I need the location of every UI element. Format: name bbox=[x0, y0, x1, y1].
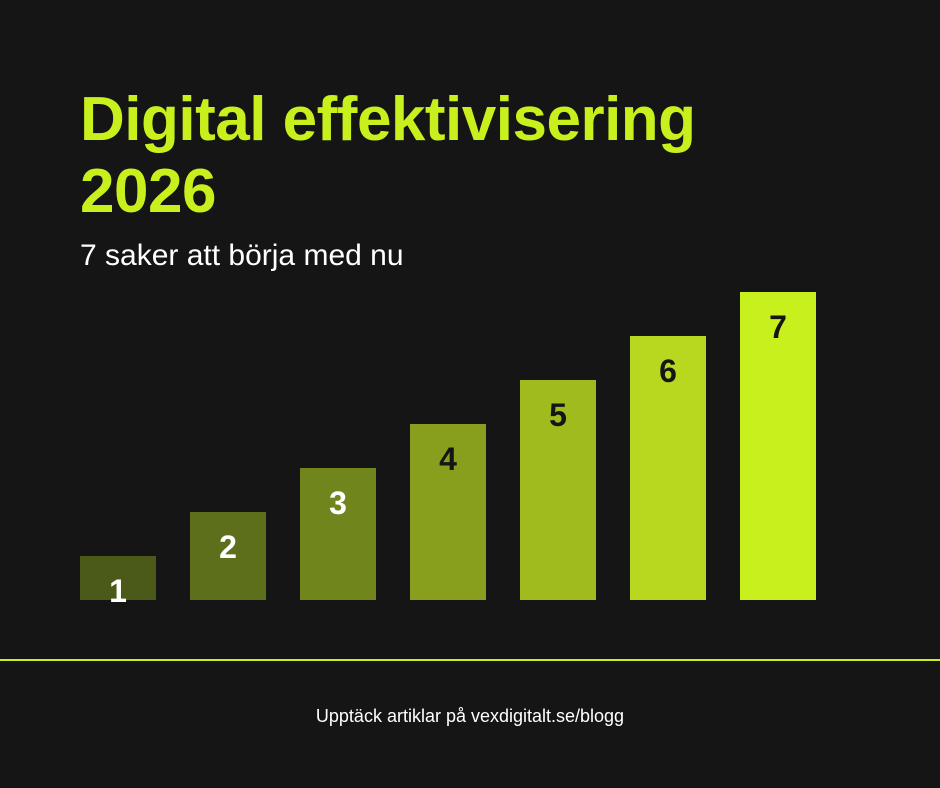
title-line-1: Digital effektivisering bbox=[80, 85, 696, 154]
title-line-2: 2026 bbox=[80, 157, 216, 226]
bar-7 bbox=[740, 292, 816, 600]
divider-line bbox=[0, 659, 940, 661]
bar-label-2: 2 bbox=[219, 529, 237, 565]
bar-6 bbox=[630, 336, 706, 600]
bar-label-1: 1 bbox=[109, 573, 127, 609]
bar-2 bbox=[190, 512, 266, 600]
bar-label-6: 6 bbox=[659, 353, 677, 389]
bar-label-3: 3 bbox=[329, 485, 347, 521]
bar-label-7: 7 bbox=[769, 309, 787, 345]
bar-5 bbox=[520, 380, 596, 600]
page-title: Digital effektivisering 2026 bbox=[80, 84, 880, 228]
subtitle: 7 saker att börja med nu bbox=[80, 239, 404, 272]
bar-1 bbox=[80, 556, 156, 600]
bar-chart: 1 2 3 4 5 6 7 bbox=[80, 292, 816, 609]
bar-label-5: 5 bbox=[549, 397, 567, 433]
bar-4 bbox=[410, 424, 486, 600]
bar-label-4: 4 bbox=[439, 441, 457, 477]
bar-3 bbox=[300, 468, 376, 600]
footer-link-text: Upptäck artiklar på vexdigitalt.se/blogg bbox=[315, 706, 625, 726]
